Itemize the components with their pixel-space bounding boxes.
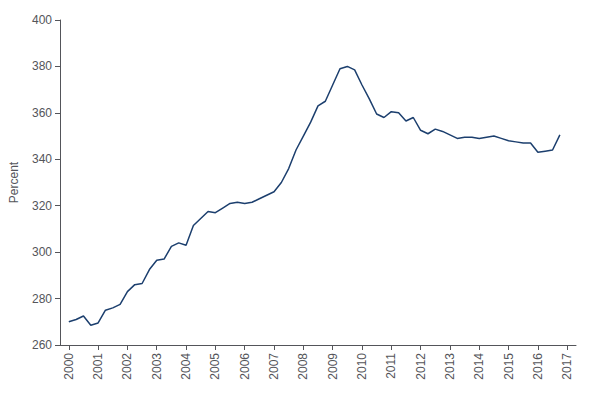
svg-text:2005: 2005: [208, 353, 222, 380]
svg-text:2000: 2000: [62, 353, 76, 380]
svg-text:2016: 2016: [531, 353, 545, 380]
svg-text:320: 320: [32, 199, 52, 213]
svg-text:360: 360: [32, 106, 52, 120]
svg-text:2015: 2015: [502, 353, 516, 380]
svg-text:2010: 2010: [355, 353, 369, 380]
svg-text:Percent: Percent: [7, 161, 21, 203]
svg-text:2013: 2013: [443, 353, 457, 380]
svg-text:280: 280: [32, 292, 52, 306]
svg-text:300: 300: [32, 245, 52, 259]
svg-text:2014: 2014: [472, 353, 486, 380]
svg-text:260: 260: [32, 338, 52, 352]
svg-text:2006: 2006: [238, 353, 252, 380]
svg-text:2012: 2012: [414, 353, 428, 380]
svg-text:2003: 2003: [150, 353, 164, 380]
svg-text:340: 340: [32, 152, 52, 166]
svg-text:2008: 2008: [296, 353, 310, 380]
svg-text:380: 380: [32, 59, 52, 73]
svg-text:2011: 2011: [384, 353, 398, 379]
svg-text:400: 400: [32, 13, 52, 27]
svg-text:2001: 2001: [91, 353, 105, 380]
svg-text:2002: 2002: [120, 353, 134, 380]
svg-text:2017: 2017: [560, 353, 574, 380]
svg-text:2007: 2007: [267, 353, 281, 380]
svg-text:2004: 2004: [179, 353, 193, 380]
svg-text:2009: 2009: [326, 353, 340, 380]
